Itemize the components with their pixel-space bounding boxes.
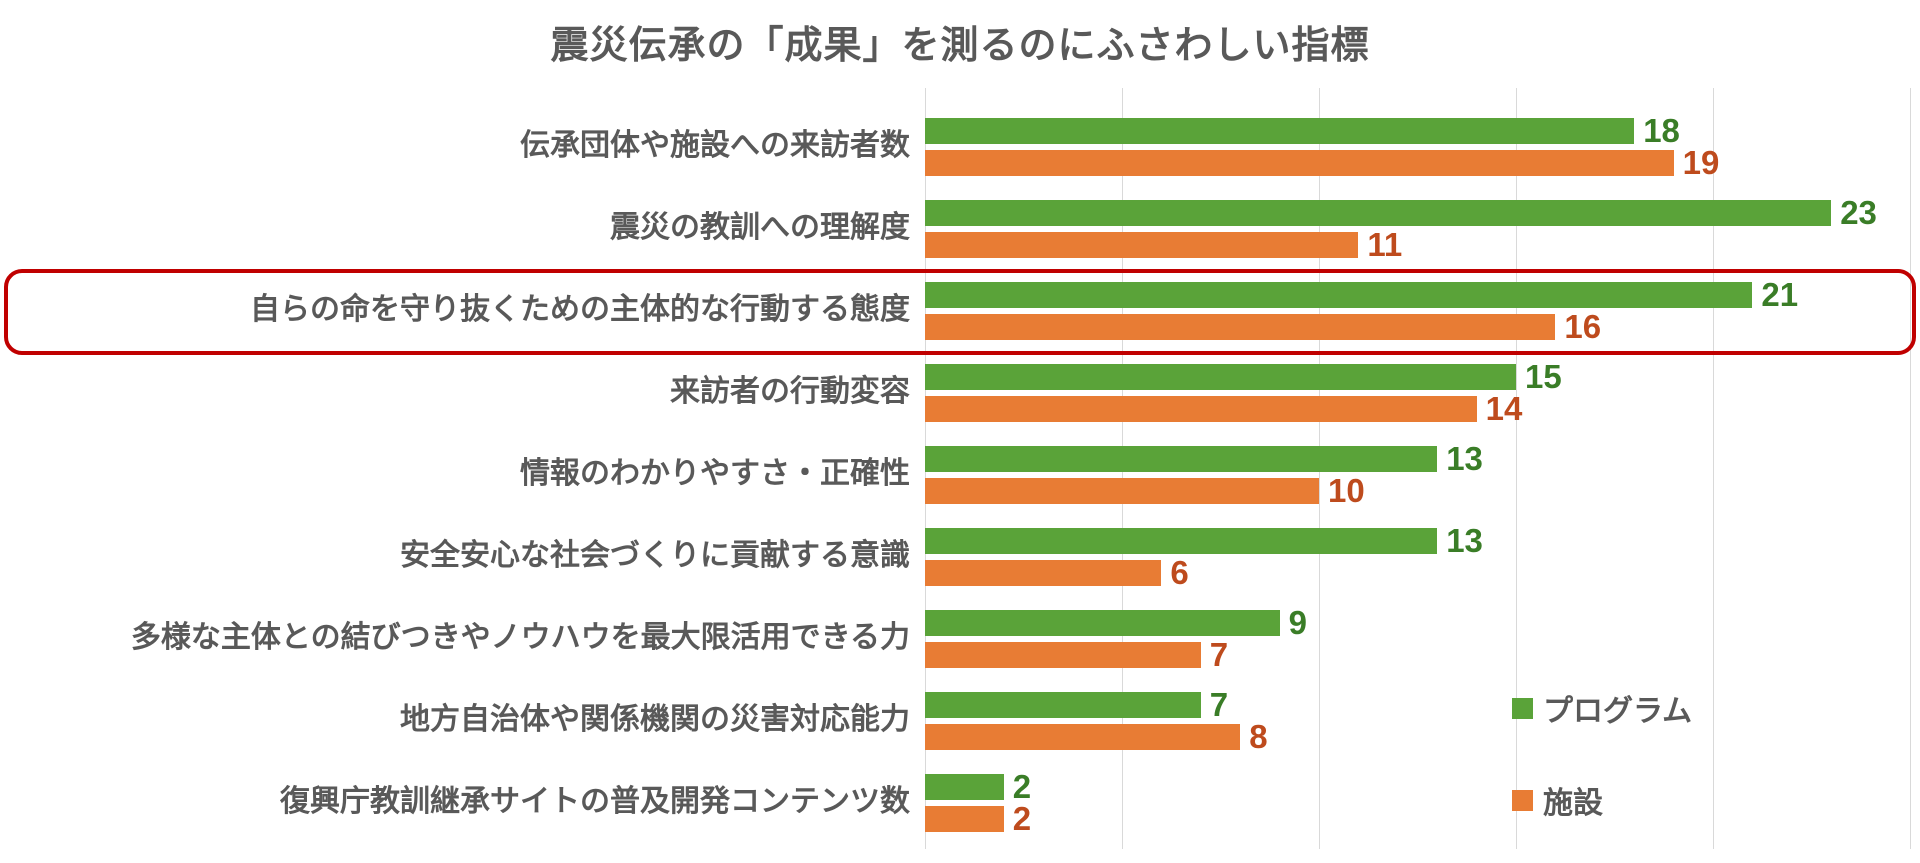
bar-facility (925, 478, 1319, 504)
bar-value-label: 8 (1249, 718, 1268, 755)
chart-title: 震災伝承の「成果」を測るのにふさわしい指標 (550, 25, 1370, 67)
bar-program (925, 282, 1753, 308)
bar-value-label: 11 (1367, 226, 1403, 263)
bar-program (925, 610, 1280, 636)
bar-value-label: 16 (1564, 308, 1602, 345)
gridline-x-20 (1713, 88, 1714, 849)
category-label: 多様な主体との結びつきやノウハウを最大限活用できる力 (130, 621, 910, 654)
legend-swatch-icon (1512, 789, 1533, 811)
bar-program (925, 118, 1635, 144)
category-label: 伝承団体や施設への来訪者数 (520, 129, 910, 162)
bar-value-label: 19 (1682, 144, 1720, 181)
bar-program (925, 528, 1438, 554)
bar-value-label: 2 (1012, 800, 1032, 837)
legend-item-program: プログラム (1512, 686, 1692, 730)
category-label: 情報のわかりやすさ・正確性 (520, 457, 910, 490)
bar-value-label: 15 (1525, 358, 1562, 395)
gridline-x-25 (1910, 88, 1911, 849)
highlight-box (4, 269, 1916, 355)
bar-program (925, 774, 1004, 800)
bar-value-label: 6 (1170, 554, 1189, 591)
legend: プログラム 施設 (1512, 686, 1692, 863)
bar-facility (925, 396, 1477, 422)
category-label: 地方自治体や関係機関の災害対応能力 (400, 703, 910, 736)
bar-facility (925, 724, 1241, 750)
category-label: 復興庁教訓継承サイトの普及開発コンテンツ数 (280, 785, 910, 818)
bar-program (925, 446, 1438, 472)
bar-value-label: 9 (1288, 604, 1307, 641)
bar-value-label: 2 (1012, 768, 1032, 805)
bar-facility (925, 314, 1556, 340)
bar-facility (925, 150, 1674, 176)
bar-value-label: 10 (1328, 472, 1365, 509)
bar-value-label: 14 (1485, 390, 1523, 427)
category-label: 震災の教訓への理解度 (610, 211, 910, 244)
bar-value-label: 18 (1643, 112, 1680, 149)
bar-facility (925, 560, 1162, 586)
bar-value-label: 21 (1761, 276, 1799, 313)
bar-program (925, 692, 1201, 718)
bar-value-label: 23 (1840, 194, 1877, 231)
bar-program (925, 200, 1832, 226)
legend-swatch-icon (1512, 697, 1533, 719)
gridline-x-15 (1516, 88, 1517, 849)
category-label: 安全安心な社会づくりに貢献する意識 (400, 539, 910, 572)
bar-value-label: 7 (1209, 686, 1229, 723)
bar-value-label: 7 (1209, 636, 1229, 673)
category-label: 自らの命を守り抜くための主体的な行動する態度 (250, 293, 910, 326)
category-label: 来訪者の行動変容 (670, 375, 910, 408)
bar-program (925, 364, 1516, 390)
legend-item-facility: 施設 (1512, 778, 1692, 822)
bar-facility (925, 806, 1004, 832)
bar-value-label: 13 (1446, 440, 1483, 477)
legend-label: 施設 (1543, 787, 1603, 820)
bar-facility (925, 642, 1201, 668)
bar-value-label: 13 (1446, 522, 1483, 559)
bar-facility (925, 232, 1359, 258)
legend-label: プログラム (1543, 695, 1693, 728)
